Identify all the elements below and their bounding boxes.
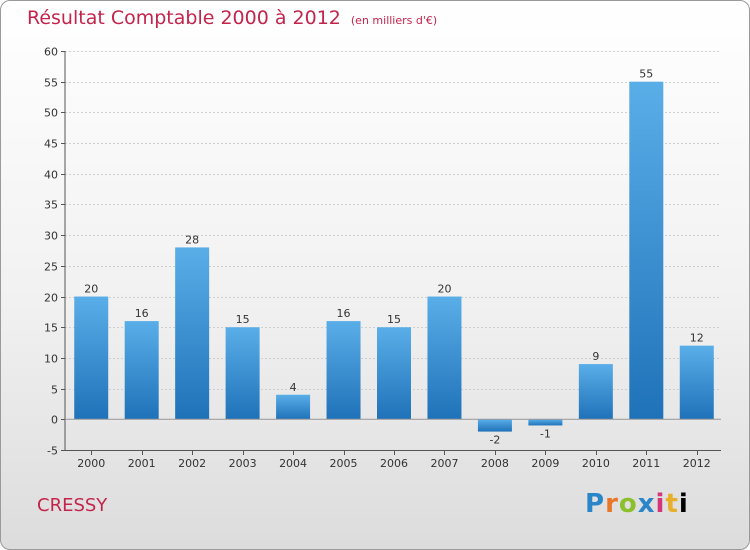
- bar-2011: [629, 81, 664, 420]
- logo-letter: r: [605, 489, 619, 519]
- y-axis: -5 0 5 10 15 20 25 30 35 40 45 50 55 60: [44, 46, 66, 458]
- chart-title: Résultat Comptable 2000 à 2012 (en millie…: [27, 7, 437, 29]
- logo-letter: t: [665, 489, 679, 519]
- bar-2004: [276, 394, 311, 420]
- bar-2008: [477, 419, 512, 432]
- bar-2007: [427, 296, 462, 420]
- logo-letter: o: [618, 489, 638, 519]
- x-tick-label-2003: 2003: [229, 457, 257, 470]
- x-tick-label-2008: 2008: [481, 457, 509, 470]
- data-label-2001: 16: [135, 307, 149, 320]
- chart-subtitle: (en milliers d'€): [350, 14, 438, 27]
- data-label-2002: 28: [185, 233, 199, 246]
- x-tick-label-2000: 2000: [77, 457, 105, 470]
- y-tick-label: 35: [44, 199, 58, 212]
- x-tick-label-2009: 2009: [531, 457, 559, 470]
- bar-2010: [578, 364, 613, 420]
- data-label-2009: -1: [540, 427, 551, 440]
- x-tick-label-2005: 2005: [330, 457, 358, 470]
- x-tick-label-2010: 2010: [582, 457, 610, 470]
- y-tick-label: 40: [44, 169, 58, 182]
- y-tick-label: 0: [51, 414, 58, 427]
- data-label-2010: 9: [592, 350, 599, 363]
- bar-2009: [528, 419, 563, 426]
- logo-letter: x: [637, 489, 656, 519]
- bar-2003: [225, 327, 260, 420]
- chart-title-text: Résultat Comptable 2000 à 2012: [27, 7, 341, 29]
- y-tick-label: 60: [44, 46, 58, 59]
- x-tick-label-2007: 2007: [430, 457, 458, 470]
- y-tick-label: 5: [51, 384, 58, 397]
- x-tick-label-2002: 2002: [178, 457, 206, 470]
- bar-2000: [74, 296, 109, 420]
- data-label-2012: 12: [690, 332, 704, 345]
- y-tick-label: 10: [44, 353, 58, 366]
- bar-2006: [377, 327, 411, 420]
- x-tick-label-2012: 2012: [683, 457, 711, 470]
- y-tick-label: 30: [44, 230, 58, 243]
- data-label-2008: -2: [489, 434, 500, 447]
- data-label-2006: 15: [387, 313, 401, 326]
- y-tick-label: -5: [47, 445, 58, 458]
- logo-letter: i: [678, 489, 689, 519]
- commune-name: CRESSY: [37, 495, 108, 516]
- proxiti-logo[interactable]: Proxiti: [585, 489, 689, 519]
- logo-letter: i: [655, 489, 666, 519]
- x-tick-label-2001: 2001: [128, 457, 156, 470]
- x-axis: 2000 2001 2002 2003 2004 2005 2006 2007 2008 2009…: [65, 418, 721, 470]
- data-label-2005: 16: [337, 307, 351, 320]
- data-label-2003: 15: [236, 313, 250, 326]
- x-tick-label-2004: 2004: [279, 457, 307, 470]
- x-tick-label-2006: 2006: [380, 457, 408, 470]
- bar-2001: [124, 321, 159, 420]
- y-tick-label: 25: [44, 261, 58, 274]
- bar-2012: [679, 345, 714, 420]
- bars: 20 16 28 15 4 16 15 20 -2 -1 9 55 12: [74, 68, 714, 447]
- y-tick-label: 55: [44, 77, 58, 90]
- y-tick-label: 45: [44, 138, 58, 151]
- bar-2005: [326, 321, 361, 420]
- data-label-2004: 4: [290, 381, 297, 394]
- data-label-2007: 20: [437, 283, 451, 296]
- y-tick-label: 15: [44, 322, 58, 335]
- y-tick-label: 50: [44, 107, 58, 120]
- y-tick-label: 20: [44, 292, 58, 305]
- data-label-2011: 55: [639, 68, 653, 81]
- x-tick-label-2011: 2011: [632, 457, 660, 470]
- bar-2002: [175, 247, 210, 420]
- logo-letter: P: [585, 489, 606, 519]
- data-label-2000: 20: [84, 283, 98, 296]
